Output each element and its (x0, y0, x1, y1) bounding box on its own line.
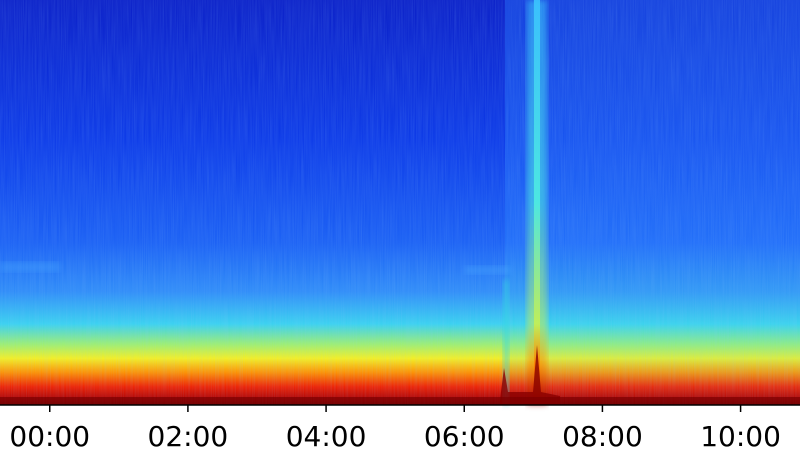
x-tick-label: 04:00 (286, 420, 367, 450)
x-tick-label: 00:00 (9, 420, 90, 450)
x-tick-label: 10:00 (700, 420, 781, 450)
x-tick-label: 08:00 (562, 420, 643, 450)
spectrogram-image (0, 0, 800, 405)
x-tick-label: 02:00 (148, 420, 229, 450)
x-tick-label: 06:00 (424, 420, 505, 450)
